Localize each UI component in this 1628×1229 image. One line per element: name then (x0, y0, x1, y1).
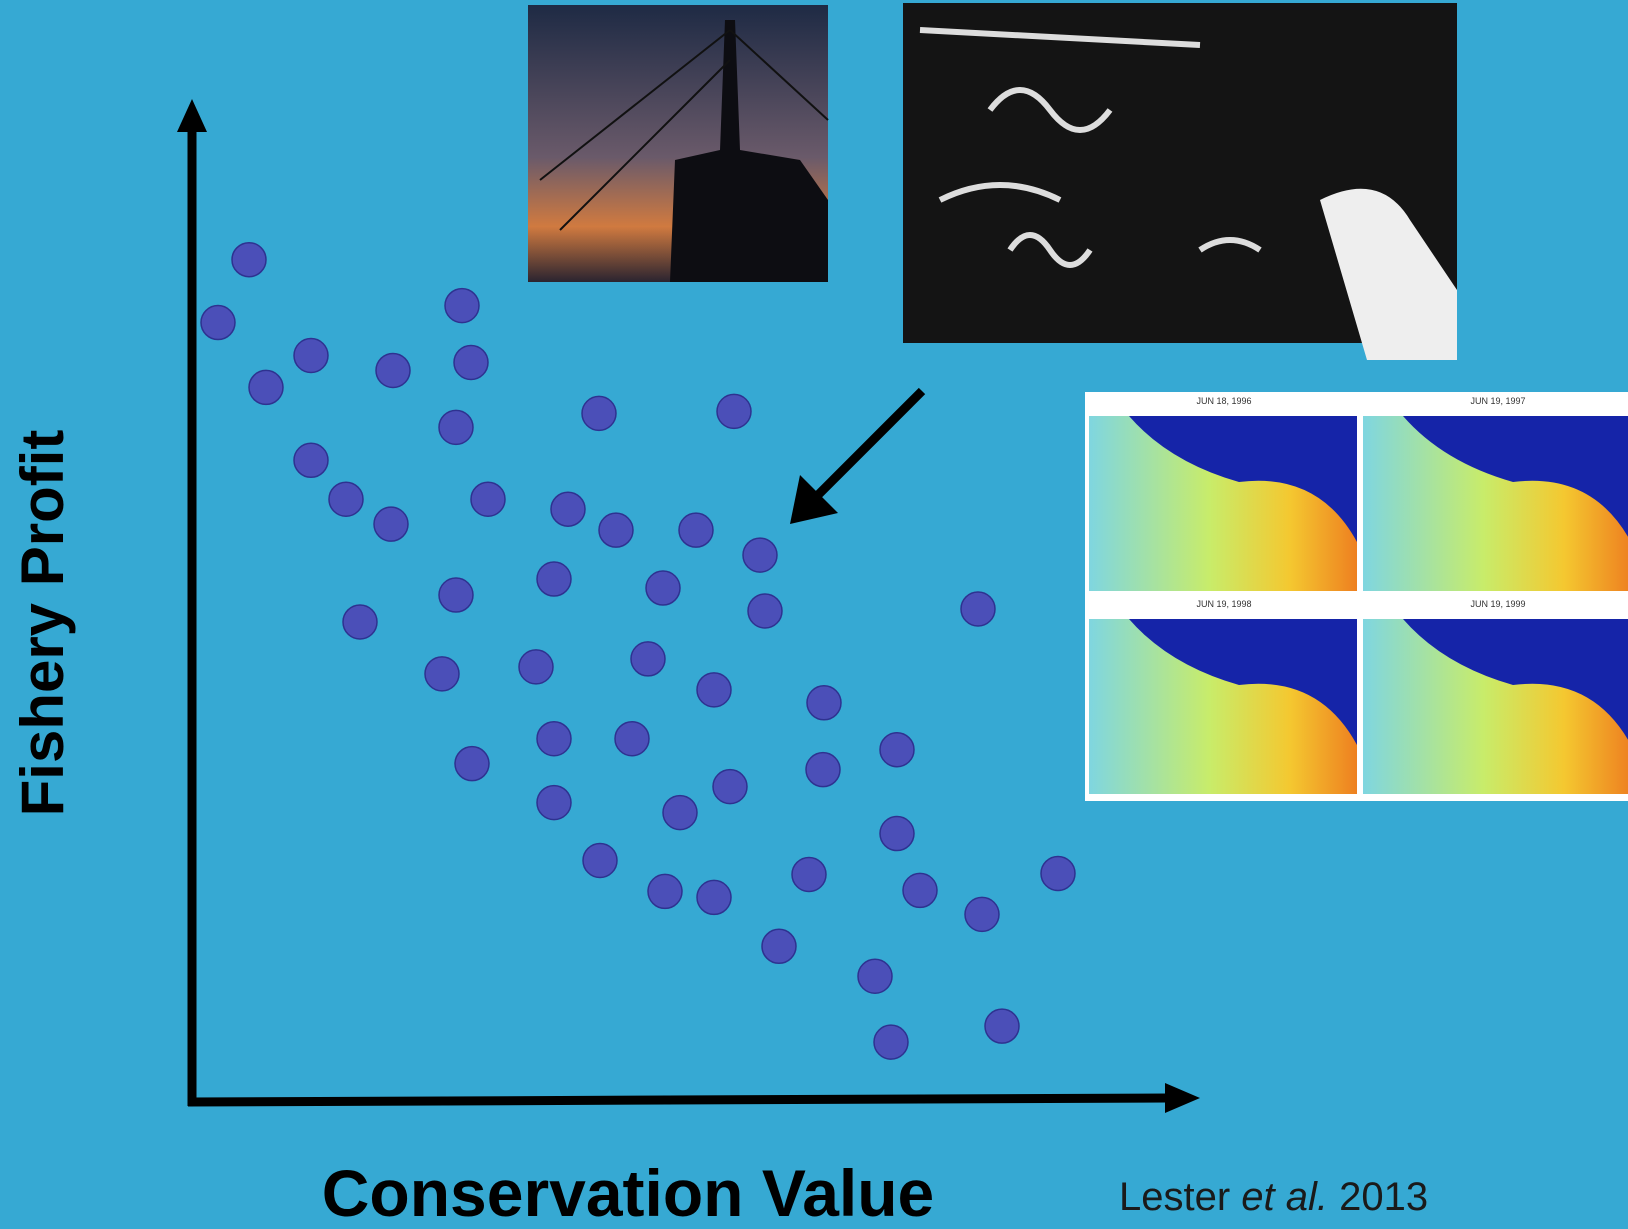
scatter-point (647, 873, 683, 910)
x-axis-label: Conservation Value (322, 1156, 935, 1229)
scatter-point (879, 815, 915, 852)
scatter-point (742, 537, 778, 573)
scatter-point (231, 241, 267, 278)
map-caption: JUN 19, 1998 (1196, 599, 1251, 609)
scatter-point (791, 856, 827, 893)
scatter-point (438, 409, 474, 446)
map-caption: JUN 19, 1997 (1470, 396, 1525, 406)
y-axis-label: Fishery Profit (9, 430, 76, 817)
scatter-point (536, 561, 572, 597)
scatter-point (454, 745, 490, 782)
scatter-point (536, 784, 572, 821)
scatter-point (536, 720, 572, 757)
scatter-point (857, 958, 893, 995)
scatter-point (678, 512, 714, 548)
scatter-point (696, 672, 732, 708)
map-caption: JUN 18, 1996 (1196, 396, 1251, 406)
map-land (1129, 619, 1357, 745)
scatter-point (630, 641, 666, 677)
ship-photo (528, 5, 829, 282)
map-caption: JUN 19, 1999 (1470, 599, 1525, 609)
scatter-point (293, 442, 329, 479)
scatter-point (662, 794, 698, 831)
scatter-point (581, 395, 617, 432)
scatter-point (424, 656, 460, 692)
scatter-point (960, 591, 996, 627)
scatter-point (438, 577, 474, 613)
pointer-arrow (790, 387, 926, 524)
scatter-point (582, 842, 618, 879)
scatter-point (444, 287, 480, 324)
scatter-point (902, 872, 938, 909)
scatter-point (984, 1008, 1020, 1044)
scatter-point (248, 369, 284, 406)
scatter-point (200, 304, 236, 341)
scatter-point (1040, 855, 1076, 892)
scatter-point (761, 928, 797, 965)
scatter-point (805, 751, 841, 788)
scatter-point (375, 352, 411, 389)
scatter-point (696, 879, 732, 916)
scatter-point (964, 896, 1000, 933)
scatter-point (328, 481, 364, 517)
scatter-point (747, 593, 783, 629)
citation: Lester et al. 2013 (1119, 1175, 1428, 1219)
scatter-point (518, 649, 554, 685)
scatter-point (716, 393, 752, 430)
scatter-point (645, 570, 681, 606)
scatter-point (293, 337, 329, 374)
scatter-point (614, 720, 650, 757)
scatter-point (470, 481, 506, 517)
axes (177, 99, 1200, 1113)
scatter-point (873, 1024, 909, 1060)
scatter-point (806, 685, 842, 721)
map-land (1403, 619, 1628, 740)
citation-year: 2013 (1339, 1175, 1428, 1219)
citation-author: Lester (1119, 1175, 1230, 1219)
map-land (1129, 416, 1357, 542)
scatter-point (453, 344, 489, 381)
scatter-point (373, 506, 409, 542)
scatter-point (550, 491, 586, 527)
scatter-point (342, 604, 378, 640)
map-figure: JUN 18, 1996 JUN 19, 1997 JUN 19, 1998 JUN … (1085, 392, 1628, 801)
scatter-point (712, 768, 748, 805)
chalkboard-photo (903, 3, 1457, 360)
scatter-point (598, 512, 634, 548)
map-land (1403, 416, 1628, 537)
scatter-point (879, 731, 915, 768)
citation-etal: et al. (1241, 1175, 1328, 1219)
